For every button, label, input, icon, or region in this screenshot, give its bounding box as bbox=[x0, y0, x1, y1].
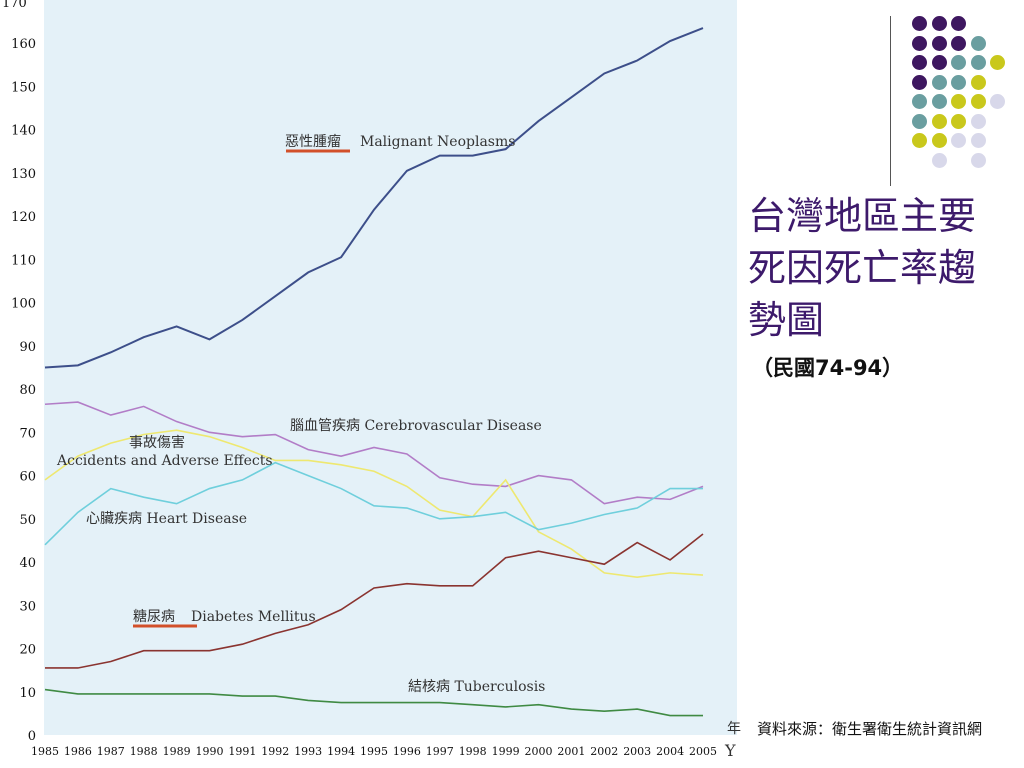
decor-dot bbox=[931, 16, 947, 31]
decor-dot bbox=[912, 16, 927, 31]
x-axis-unit-zh: 年 bbox=[727, 721, 741, 737]
x-tick-label: 1993 bbox=[294, 745, 322, 758]
y-tick-label: 160 bbox=[11, 37, 36, 52]
y-tick-label-170: 170 bbox=[2, 0, 27, 11]
label-accidents-zh: 事故傷害 bbox=[129, 435, 185, 451]
y-tick-label: 60 bbox=[19, 470, 36, 485]
x-tick-label: 1992 bbox=[261, 745, 289, 758]
series-line-malignant bbox=[44, 27, 704, 369]
decor-dot bbox=[931, 94, 947, 109]
decor-dot bbox=[970, 35, 986, 51]
decor-dot bbox=[912, 133, 927, 148]
y-axis-ticks: 0 10 20 30 40 50 60 70 80 90 100 110 120 130 140 150 160 bbox=[11, 37, 36, 744]
y-tick-label: 150 bbox=[11, 80, 36, 95]
x-tick-label: 2003 bbox=[623, 745, 651, 758]
x-tick-label: 1994 bbox=[327, 745, 355, 758]
decor-dot bbox=[970, 152, 986, 168]
decor-dot bbox=[951, 35, 966, 51]
label-accidents-en: Accidents and Adverse Effects bbox=[56, 453, 273, 469]
x-tick-label: 1999 bbox=[492, 745, 520, 758]
decor-dot bbox=[970, 113, 986, 129]
data-source-note: 資料來源：衛生署衛生統計資訊網 bbox=[757, 720, 983, 738]
y-tick-label: 100 bbox=[11, 297, 36, 312]
y-tick-label: 110 bbox=[11, 253, 36, 268]
decor-dot bbox=[990, 55, 1005, 70]
y-tick-label: 90 bbox=[19, 340, 36, 355]
decor-dot bbox=[970, 55, 986, 70]
decor-dot bbox=[951, 55, 966, 70]
series-line-cerebro bbox=[44, 401, 704, 505]
decor-dot bbox=[912, 113, 927, 129]
x-tick-label: 1985 bbox=[31, 745, 59, 758]
label-cerebrovascular: 腦血管疾病 Cerebrovascular Disease bbox=[290, 418, 542, 434]
decor-dot bbox=[912, 94, 927, 109]
x-axis-unit-en: Y bbox=[724, 741, 736, 760]
label-heart-disease: 心臟疾病 Heart Disease bbox=[86, 511, 247, 527]
label-tuberculosis: 結核病 Tuberculosis bbox=[408, 679, 545, 695]
series-line-tb bbox=[44, 688, 703, 717]
x-tick-label: 1990 bbox=[196, 745, 224, 758]
x-tick-label: 1986 bbox=[64, 745, 92, 758]
decor-dot bbox=[931, 152, 947, 168]
series-line-accidents bbox=[44, 429, 704, 578]
decor-dot bbox=[931, 55, 947, 70]
series-line-diabetes bbox=[45, 533, 704, 669]
y-tick-label: 140 bbox=[11, 124, 36, 139]
decor-dot bbox=[931, 113, 947, 129]
series-line-heart bbox=[44, 461, 703, 546]
decor-dot bbox=[931, 133, 947, 148]
decor-dot bbox=[912, 35, 927, 51]
decor-dot bbox=[912, 55, 927, 70]
decor-dot bbox=[951, 16, 966, 31]
y-tick-label: 0 bbox=[28, 729, 36, 744]
decor-dot bbox=[951, 74, 966, 90]
decor-dot bbox=[912, 74, 927, 90]
y-tick-label: 50 bbox=[19, 513, 36, 528]
x-tick-label: 2000 bbox=[525, 745, 553, 758]
decor-dot bbox=[951, 133, 966, 148]
label-malignant-en: Malignant Neoplasms bbox=[360, 134, 515, 150]
x-tick-label: 2005 bbox=[689, 745, 717, 758]
x-tick-label: 1988 bbox=[130, 745, 158, 758]
x-tick-label: 1996 bbox=[393, 745, 421, 758]
plot-background bbox=[44, 0, 737, 735]
page-subtitle: （民國74-94） bbox=[752, 356, 904, 380]
decor-dot bbox=[931, 74, 947, 90]
label-diabetes-en: Diabetes Mellitus bbox=[191, 609, 316, 625]
x-tick-label: 1998 bbox=[459, 745, 487, 758]
x-tick-label: 1987 bbox=[97, 745, 125, 758]
series-lines bbox=[44, 27, 704, 717]
y-tick-label: 80 bbox=[19, 383, 36, 398]
y-tick-label: 130 bbox=[11, 167, 36, 182]
x-tick-label: 1997 bbox=[426, 745, 454, 758]
x-tick-label: 2001 bbox=[557, 745, 585, 758]
x-tick-label: 2004 bbox=[656, 745, 684, 758]
decor-dot bbox=[970, 133, 986, 148]
decor-dot bbox=[931, 35, 947, 51]
label-malignant-zh: 惡性腫瘤 bbox=[285, 133, 341, 150]
divider-line bbox=[890, 16, 891, 186]
y-tick-label: 10 bbox=[19, 686, 36, 701]
decor-dot bbox=[990, 94, 1005, 109]
label-diabetes-zh: 糖尿病 bbox=[133, 609, 175, 625]
page-title: 台灣地區主要死因死亡率趨勢圖 bbox=[748, 194, 977, 342]
y-tick-label: 30 bbox=[19, 599, 36, 614]
y-tick-label: 70 bbox=[19, 426, 36, 441]
decor-dot bbox=[951, 94, 966, 109]
x-tick-label: 1989 bbox=[163, 745, 191, 758]
y-tick-label: 20 bbox=[19, 643, 36, 658]
y-tick-label: 40 bbox=[19, 556, 36, 571]
x-tick-label: 2002 bbox=[590, 745, 618, 758]
decor-dot bbox=[951, 113, 966, 129]
x-tick-label: 1995 bbox=[360, 745, 388, 758]
decor-dot bbox=[970, 74, 986, 90]
y-tick-label: 120 bbox=[11, 210, 36, 225]
x-tick-label: 1991 bbox=[228, 745, 256, 758]
x-axis-ticks: 1985 1986 1987 1988 1989 1990 1991 1992 1993 1994… bbox=[31, 745, 717, 758]
decor-dot bbox=[970, 94, 986, 109]
